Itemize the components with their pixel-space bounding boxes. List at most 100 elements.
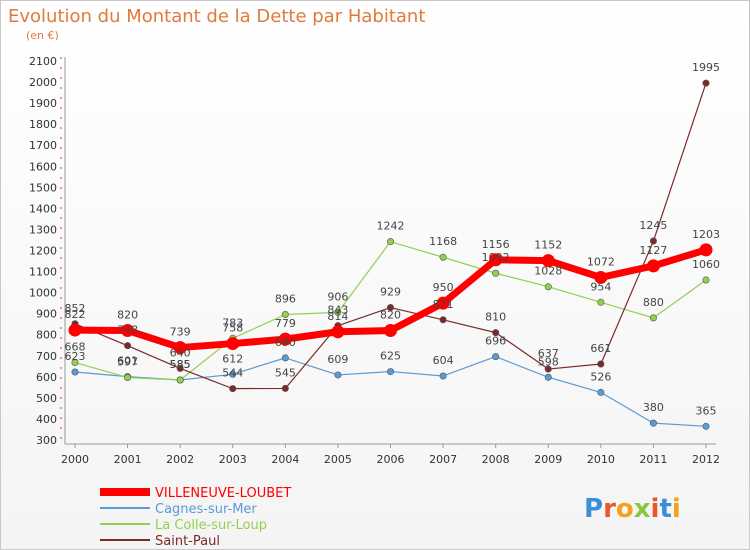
data-label: 779: [275, 317, 296, 330]
data-labels: 822 820 739 758 779 814 820 950 1156 1152 1072 1127…: [65, 61, 721, 417]
x-tick-label: 2009: [534, 453, 562, 466]
data-point: [229, 370, 237, 378]
data-point: [597, 360, 605, 368]
x-tick-label: 2006: [377, 453, 405, 466]
y-tick-label: 1600: [29, 160, 57, 173]
data-point: [541, 254, 555, 268]
data-label: 668: [65, 341, 86, 354]
y-tick-label: 1400: [29, 202, 57, 215]
data-label: 585: [170, 358, 191, 371]
data-label: 585: [170, 358, 191, 371]
data-point: [124, 373, 132, 381]
data-label: 598: [538, 355, 559, 368]
logo-letter: r: [603, 494, 616, 524]
data-label: 1060: [692, 258, 720, 271]
y-tick-label: 700: [36, 350, 57, 363]
data-label: 814: [327, 310, 348, 323]
data-label: 1127: [639, 244, 667, 257]
axes: 300 400 500 600 700 800 900 1000 1100 1200 1300 140…: [29, 55, 720, 466]
data-label: 690: [275, 336, 296, 349]
data-point: [436, 296, 450, 310]
data-point: [229, 385, 237, 393]
data-point: [386, 238, 394, 246]
data-point: [281, 311, 289, 319]
data-point: [544, 373, 552, 381]
data-point: [173, 341, 187, 355]
y-tick-label: 600: [36, 371, 57, 384]
data-point: [439, 372, 447, 380]
x-tick-label: 2002: [166, 453, 194, 466]
data-label: 906: [327, 290, 348, 303]
legend-label: Cagnes-sur-Mer: [155, 502, 257, 517]
logo-letter: o: [616, 494, 634, 524]
data-point: [649, 314, 657, 322]
legend-label: Saint-Paul: [155, 534, 220, 549]
data-label: 526: [590, 370, 611, 383]
y-tick-label: 2100: [29, 55, 57, 68]
y-tick-label: 2000: [29, 76, 57, 89]
data-label: 810: [485, 311, 506, 324]
x-tick-label: 2005: [324, 453, 352, 466]
data-label: 880: [643, 296, 664, 309]
data-label: 1242: [377, 220, 405, 233]
y-tick-label: 1300: [29, 223, 57, 236]
y-tick-label: 800: [36, 329, 57, 342]
y-tick-label: 1800: [29, 118, 57, 131]
data-point: [649, 237, 657, 245]
data-label: 1072: [587, 255, 615, 268]
data-point: [439, 316, 447, 324]
data-label: 1995: [692, 61, 720, 74]
data-label: 896: [275, 293, 296, 306]
data-point: [439, 253, 447, 261]
y-tick-label: 1700: [29, 139, 57, 152]
data-label: 1028: [534, 265, 562, 278]
data-point: [702, 79, 710, 87]
data-point: [124, 342, 132, 350]
data-label: 1245: [639, 219, 667, 232]
data-point: [334, 308, 342, 316]
data-label: 625: [380, 350, 401, 363]
data-point: [594, 270, 608, 284]
y-tick-label: 1500: [29, 181, 57, 194]
data-point: [492, 329, 500, 337]
data-label: 612: [222, 352, 243, 365]
data-label: 758: [222, 322, 243, 335]
data-point: [176, 376, 184, 384]
data-label: 871: [433, 298, 454, 311]
y-tick-label: 1900: [29, 97, 57, 110]
data-point: [71, 368, 79, 376]
data-point: [278, 332, 292, 346]
series-lines: [68, 79, 713, 430]
data-label: 544: [222, 367, 243, 380]
data-label: 852: [65, 302, 86, 315]
y-tick-label: 300: [36, 434, 57, 447]
data-point: [699, 243, 713, 257]
data-label: 929: [380, 286, 401, 299]
data-point: [646, 259, 660, 273]
data-label: 380: [643, 401, 664, 414]
data-label: 822: [65, 308, 86, 321]
data-label: 1168: [429, 235, 457, 248]
y-tick-label: 1100: [29, 266, 57, 279]
y-tick-label: 900: [36, 308, 57, 321]
data-point: [334, 371, 342, 379]
data-label: 365: [696, 404, 717, 417]
logo-letter: x: [634, 494, 651, 524]
y-tick-label: 1200: [29, 245, 57, 258]
data-point: [649, 419, 657, 427]
data-point: [226, 337, 240, 351]
data-point: [176, 364, 184, 372]
chart-title: Evolution du Montant de la Dette par Hab…: [8, 6, 425, 27]
x-tick-label: 2010: [587, 453, 615, 466]
y-tick-label: 1000: [29, 287, 57, 300]
data-label: 1156: [482, 238, 510, 251]
logo-letter: i: [651, 494, 660, 524]
data-label: 843: [327, 304, 348, 317]
x-tick-label: 2008: [482, 453, 510, 466]
data-label: 954: [590, 280, 611, 293]
data-point: [492, 269, 500, 277]
data-label: 545: [275, 366, 296, 379]
data-point: [71, 359, 79, 367]
